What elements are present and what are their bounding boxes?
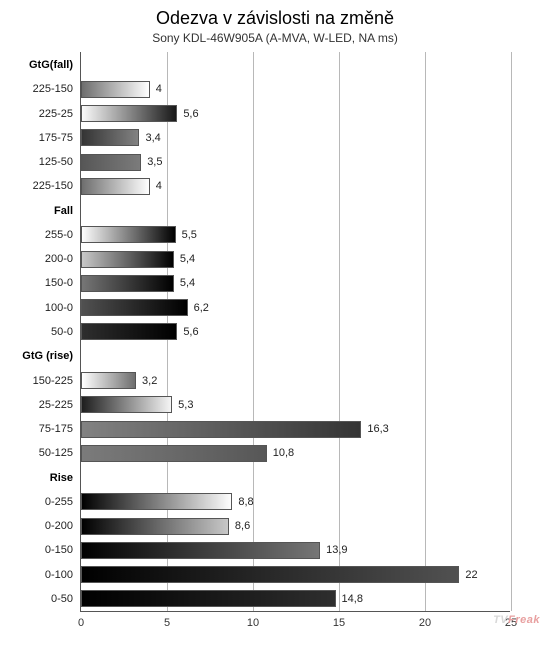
value-label: 5,6 (183, 326, 198, 338)
group-row: GtG(fall) (81, 54, 510, 76)
group-label: Rise (50, 472, 73, 484)
bar (81, 590, 336, 607)
watermark: TVFreak (493, 614, 540, 626)
y-label: 0-255 (45, 496, 73, 508)
y-label: 25-225 (39, 399, 73, 411)
bar (81, 518, 229, 535)
y-label: 75-175 (39, 423, 73, 435)
value-label: 13,9 (326, 544, 347, 556)
value-label: 8,6 (235, 520, 250, 532)
y-label: 0-150 (45, 544, 73, 556)
bar (81, 299, 188, 316)
bar (81, 154, 141, 171)
bar-row: 150-2253,2 (81, 369, 510, 391)
value-label: 5,3 (178, 399, 193, 411)
y-label: 0-50 (51, 593, 73, 605)
y-label: 50-0 (51, 326, 73, 338)
bar (81, 566, 459, 583)
x-tick-label: 10 (247, 617, 259, 629)
bar-row: 75-17516,3 (81, 418, 510, 440)
value-label: 4 (156, 83, 162, 95)
y-label: 255-0 (45, 229, 73, 241)
bar (81, 396, 172, 413)
value-label: 6,2 (194, 302, 209, 314)
bar (81, 445, 267, 462)
bar (81, 226, 176, 243)
bar-row: 0-10022 (81, 563, 510, 585)
bar-row: 225-1504 (81, 78, 510, 100)
bar (81, 81, 150, 98)
y-label: 0-100 (45, 569, 73, 581)
bar-row: 100-06,2 (81, 297, 510, 319)
bar (81, 542, 320, 559)
bar (81, 129, 139, 146)
y-label: 150-225 (33, 375, 73, 387)
bar-row: 0-5014,8 (81, 588, 510, 610)
bar (81, 251, 174, 268)
y-label: 175-75 (39, 132, 73, 144)
y-label: 100-0 (45, 302, 73, 314)
bar (81, 105, 177, 122)
value-label: 16,3 (367, 423, 388, 435)
plot-area: 0510152025GtG(fall)225-1504225-255,6175-… (80, 52, 510, 612)
bar-row: 125-503,5 (81, 151, 510, 173)
bar (81, 372, 136, 389)
group-row: Fall (81, 200, 510, 222)
chart-container: Odezva v závislosti na změně Sony KDL-46… (0, 0, 550, 656)
bar-row: 0-2558,8 (81, 491, 510, 513)
value-label: 3,4 (145, 132, 160, 144)
bar-row: 0-15013,9 (81, 539, 510, 561)
value-label: 5,4 (180, 253, 195, 265)
value-label: 5,4 (180, 277, 195, 289)
chart-subtitle: Sony KDL-46W905A (A-MVA, W-LED, NA ms) (0, 31, 550, 45)
x-tick-label: 5 (164, 617, 170, 629)
bar-row: 50-05,6 (81, 321, 510, 343)
bar (81, 421, 361, 438)
y-label: 125-50 (39, 156, 73, 168)
y-label: 225-150 (33, 180, 73, 192)
y-label: 0-200 (45, 520, 73, 532)
bar (81, 178, 150, 195)
value-label: 22 (465, 569, 477, 581)
group-label: GtG(fall) (29, 59, 73, 71)
value-label: 3,2 (142, 375, 157, 387)
y-label: 50-125 (39, 447, 73, 459)
bar-row: 225-1504 (81, 175, 510, 197)
bar-row: 0-2008,6 (81, 515, 510, 537)
bar (81, 493, 232, 510)
y-label: 225-25 (39, 108, 73, 120)
value-label: 8,8 (238, 496, 253, 508)
value-label: 5,6 (183, 108, 198, 120)
y-label: 200-0 (45, 253, 73, 265)
y-label: 225-150 (33, 83, 73, 95)
x-tick-label: 0 (78, 617, 84, 629)
value-label: 4 (156, 180, 162, 192)
bar-row: 200-05,4 (81, 248, 510, 270)
bar (81, 275, 174, 292)
group-row: Rise (81, 466, 510, 488)
x-tick-label: 20 (419, 617, 431, 629)
value-label: 5,5 (182, 229, 197, 241)
value-label: 10,8 (273, 447, 294, 459)
group-label: Fall (54, 205, 73, 217)
bar-row: 150-05,4 (81, 272, 510, 294)
bar (81, 323, 177, 340)
x-tick-label: 15 (333, 617, 345, 629)
watermark-tv: TV (493, 614, 508, 626)
watermark-freak: Freak (508, 614, 540, 626)
gridline (511, 52, 512, 611)
group-row: GtG (rise) (81, 345, 510, 367)
bar-row: 225-255,6 (81, 103, 510, 125)
value-label: 3,5 (147, 156, 162, 168)
bar-row: 255-05,5 (81, 224, 510, 246)
value-label: 14,8 (342, 593, 363, 605)
chart-title: Odezva v závislosti na změně (0, 0, 550, 29)
bar-row: 175-753,4 (81, 127, 510, 149)
y-label: 150-0 (45, 277, 73, 289)
bar-row: 25-2255,3 (81, 394, 510, 416)
bar-row: 50-12510,8 (81, 442, 510, 464)
group-label: GtG (rise) (22, 350, 73, 362)
